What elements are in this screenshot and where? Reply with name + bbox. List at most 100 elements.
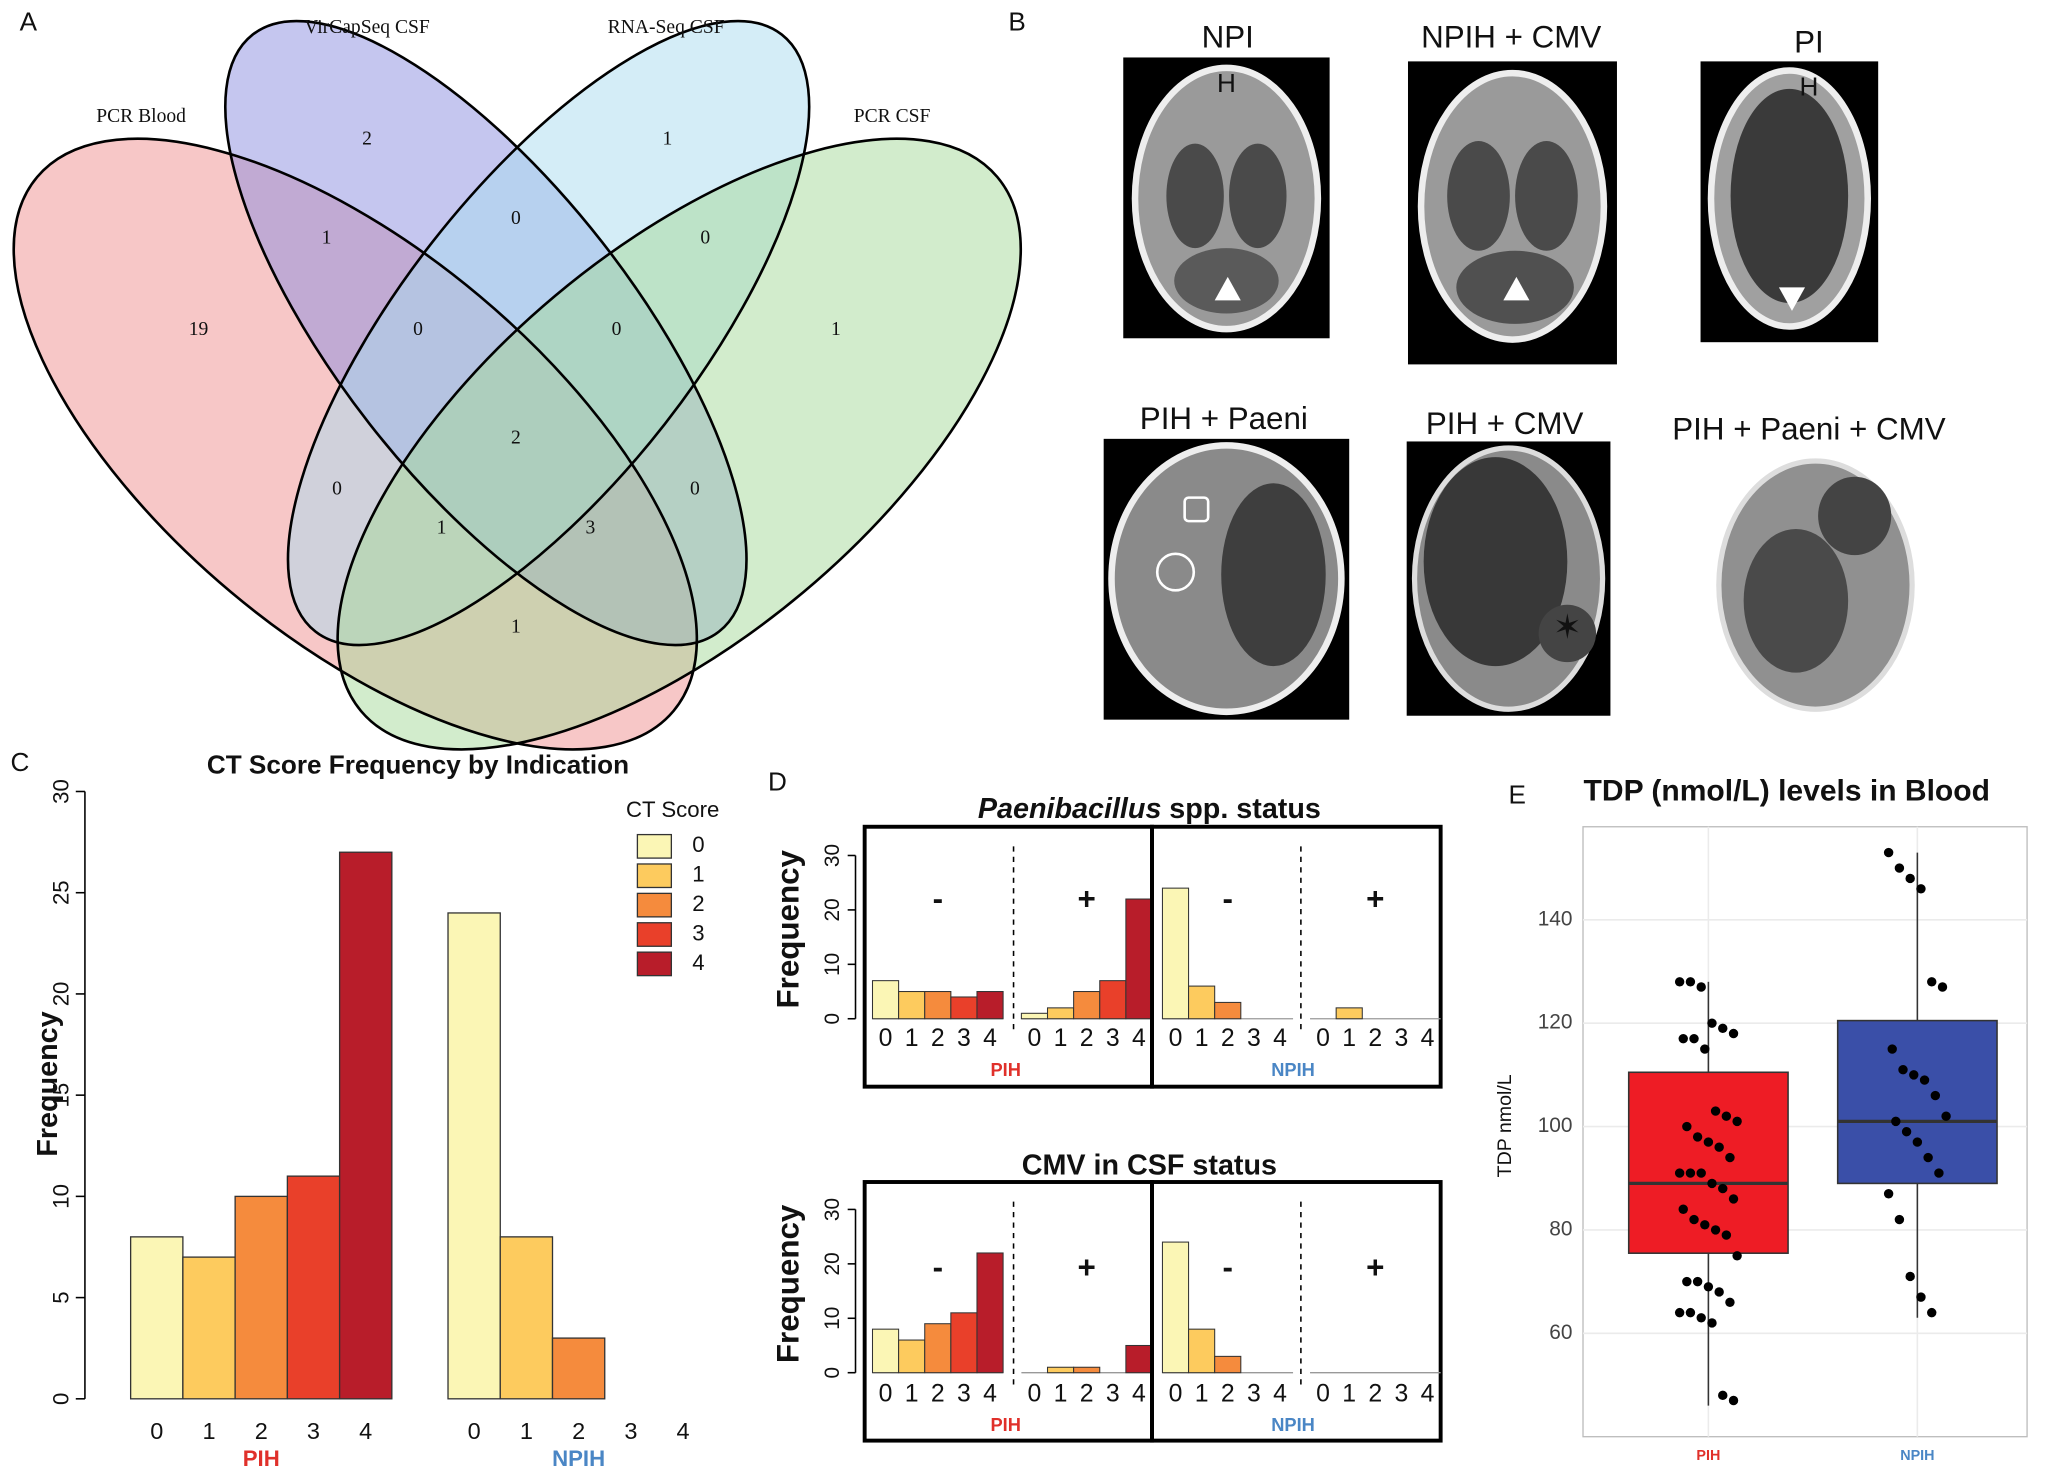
group-label: PIH	[990, 1059, 1020, 1080]
x-tick-label: 4	[359, 1418, 372, 1444]
y-tick-label: 20	[49, 982, 74, 1007]
point	[1728, 1194, 1739, 1204]
point	[1905, 1271, 1915, 1282]
point	[1905, 873, 1915, 884]
point	[1678, 1033, 1688, 1044]
legend-label: 0	[692, 832, 704, 857]
bar	[1188, 1328, 1216, 1374]
point	[1894, 863, 1905, 873]
y-tick-label: 30	[49, 779, 74, 804]
x-tick-label: 3	[1247, 1025, 1261, 1052]
x-tick-label: 0	[879, 1380, 893, 1407]
ct-marker: H	[1217, 68, 1236, 98]
panel-label: C	[10, 747, 29, 777]
x-tick-label: 3	[957, 1380, 971, 1407]
y-tick-label: 80	[1549, 1217, 1572, 1240]
x-tick-label: 2	[1221, 1380, 1235, 1407]
ct-star: ✶	[1553, 609, 1581, 647]
title-part: Paenibacillus	[978, 792, 1162, 824]
chart-title: TDP (nmol/L) levels in Blood	[1584, 775, 1990, 808]
x-tick-label: 4	[1421, 1380, 1435, 1407]
panel-label: A	[20, 6, 38, 36]
bar	[1099, 980, 1127, 1020]
point	[1883, 1189, 1894, 1199]
point	[1725, 1297, 1735, 1308]
legend-label: 2	[692, 891, 704, 916]
ct-image	[1407, 61, 1617, 365]
panel-label: -	[933, 881, 943, 916]
point	[1710, 1106, 1721, 1116]
ct-image	[1711, 454, 1920, 719]
point	[1714, 1287, 1724, 1297]
bar	[871, 1328, 900, 1374]
venn-set-label: VirCapSeq CSF	[304, 17, 430, 38]
point	[1923, 1152, 1933, 1163]
bar	[950, 1312, 978, 1374]
x-tick-label: 3	[1106, 1380, 1120, 1407]
point	[1927, 977, 1937, 987]
bar	[898, 1339, 926, 1374]
bar	[1125, 898, 1153, 1020]
venn-outline	[12, 137, 699, 751]
y-tick-label: 120	[1538, 1011, 1573, 1034]
x-tick-label: 4	[1132, 1025, 1146, 1052]
title-part: CMV in CSF status	[1022, 1149, 1277, 1181]
x-tick-label: 3	[307, 1418, 320, 1444]
legend-swatch	[636, 951, 673, 977]
bar	[1214, 1355, 1242, 1374]
x-tick-label: 4	[1421, 1025, 1435, 1052]
panel-label: -	[933, 1250, 943, 1285]
legend-label: 3	[692, 920, 704, 945]
venn-set	[337, 138, 1021, 750]
bar	[1188, 985, 1216, 1020]
panel-label: +	[1078, 1250, 1096, 1285]
x-tick-label: PIH	[1696, 1448, 1720, 1464]
group-label: NPIH	[1271, 1059, 1315, 1080]
y-tick-label: 15	[49, 1083, 74, 1108]
bar	[1046, 1007, 1075, 1020]
facet-frame	[1150, 1180, 1443, 1443]
legend-swatch	[636, 892, 673, 918]
x-tick-label: 0	[879, 1025, 893, 1052]
x-tick-label: 4	[677, 1418, 690, 1444]
legend-swatch	[636, 922, 673, 947]
x-tick-label: 4	[983, 1380, 997, 1407]
ct-marker: H	[1800, 72, 1819, 102]
x-tick-label: 0	[1169, 1380, 1183, 1407]
venn-outline	[224, 19, 748, 647]
point	[1685, 1168, 1696, 1178]
point	[1678, 1204, 1688, 1214]
point	[1916, 884, 1926, 894]
venn-count: 0	[700, 228, 710, 249]
point	[1718, 1183, 1728, 1194]
x-tick-label: 1	[905, 1380, 919, 1407]
point	[1732, 1116, 1742, 1127]
group-label: NPIH	[552, 1446, 605, 1470]
bar	[1161, 887, 1190, 1020]
venn-count: 0	[511, 208, 521, 229]
x-tick-label: 1	[1195, 1380, 1209, 1407]
x-tick-label: 2	[1080, 1025, 1094, 1052]
point	[1674, 977, 1685, 987]
ct-image	[1700, 61, 1879, 343]
point	[1685, 977, 1696, 987]
x-tick-label: 2	[1368, 1380, 1382, 1407]
x-tick-label: 2	[1368, 1025, 1382, 1052]
y-tick-label: 30	[821, 1198, 844, 1221]
point	[1689, 1033, 1699, 1044]
ct-label: PIH + CMV	[1426, 406, 1584, 441]
point	[1725, 1152, 1735, 1163]
point	[1707, 1318, 1717, 1328]
point	[1883, 847, 1894, 858]
bar	[1073, 1366, 1101, 1374]
bar	[182, 1256, 236, 1400]
group-label: NPIH	[1271, 1414, 1315, 1435]
ct-image	[1123, 57, 1330, 339]
point	[1714, 1142, 1724, 1152]
y-axis-label: Frequency	[770, 1204, 805, 1363]
y-tick-label: 0	[49, 1393, 74, 1405]
point	[1930, 1090, 1941, 1101]
charts: CT Score Frequency by Indication Frequenc…	[32, 750, 2028, 1470]
venn-count: 3	[585, 517, 595, 538]
point	[1696, 982, 1706, 992]
